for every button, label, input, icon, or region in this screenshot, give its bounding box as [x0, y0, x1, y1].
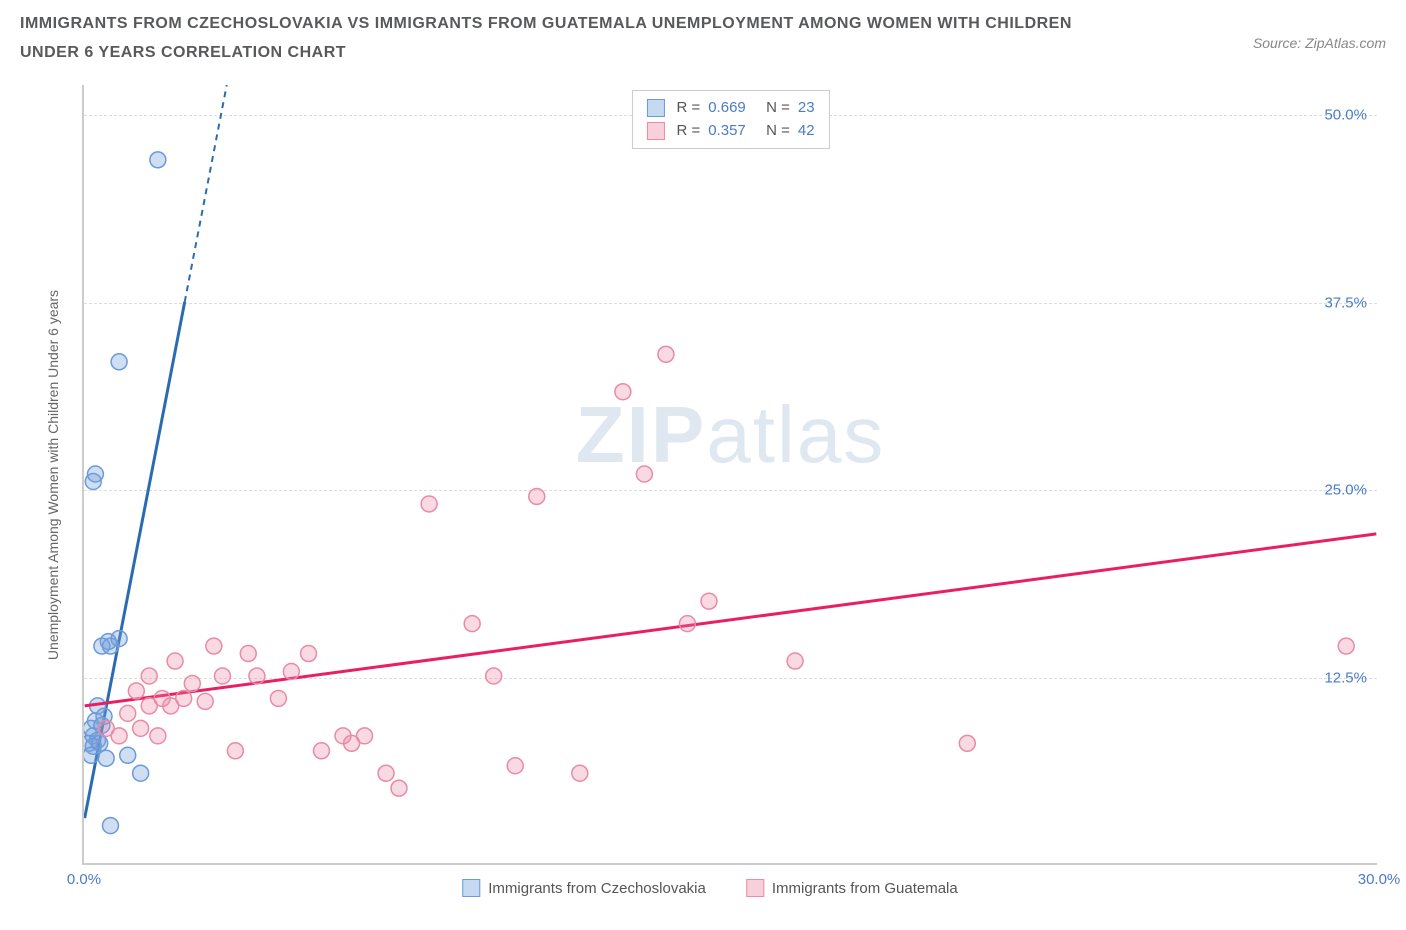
- legend-stats-row-guatemala: R = 0.357 N = 42: [646, 120, 814, 143]
- n-label: N =: [758, 97, 790, 120]
- data-point: [111, 354, 127, 370]
- data-point: [464, 616, 480, 632]
- chart-title: IMMIGRANTS FROM CZECHOSLOVAKIA VS IMMIGR…: [20, 10, 1120, 68]
- legend-label-guatemala: Immigrants from Guatemala: [772, 880, 958, 897]
- data-point: [301, 646, 317, 662]
- data-point: [128, 683, 144, 699]
- data-point: [150, 152, 166, 168]
- data-point: [679, 616, 695, 632]
- legend-stats: R = 0.669 N = 23 R = 0.357 N = 42: [631, 90, 829, 149]
- data-point: [141, 668, 157, 684]
- plot-area: ZIPatlas R = 0.669 N = 23 R = 0.357 N = …: [82, 85, 1377, 865]
- legend-bottom: Immigrants from Czechoslovakia Immigrant…: [462, 879, 957, 897]
- data-point: [615, 384, 631, 400]
- legend-item-guatemala: Immigrants from Guatemala: [746, 879, 958, 897]
- data-point: [111, 728, 127, 744]
- swatch-czech: [646, 99, 664, 117]
- data-point: [150, 728, 166, 744]
- data-point: [133, 720, 149, 736]
- data-point: [421, 496, 437, 512]
- data-point: [249, 668, 265, 684]
- n-label: N =: [758, 120, 790, 143]
- r-label: R =: [676, 120, 700, 143]
- legend-label-czech: Immigrants from Czechoslovakia: [488, 880, 706, 897]
- data-point: [184, 675, 200, 691]
- data-point: [120, 705, 136, 721]
- plot-svg: [84, 85, 1377, 863]
- data-point: [176, 690, 192, 706]
- data-point: [529, 488, 545, 504]
- n-value-guatemala: 42: [798, 120, 815, 143]
- swatch-czech-icon: [462, 879, 480, 897]
- data-point: [111, 631, 127, 647]
- data-point: [572, 765, 588, 781]
- data-point: [1338, 638, 1354, 654]
- data-point: [357, 728, 373, 744]
- data-point: [167, 653, 183, 669]
- x-tick-label: 0.0%: [67, 871, 101, 888]
- data-point: [313, 743, 329, 759]
- chart-container: Unemployment Among Women with Children U…: [30, 85, 1390, 905]
- data-point: [240, 646, 256, 662]
- r-value-czech: 0.669: [708, 97, 746, 120]
- y-axis-label: Unemployment Among Women with Children U…: [45, 290, 61, 660]
- data-point: [658, 346, 674, 362]
- data-point: [787, 653, 803, 669]
- data-point: [87, 466, 103, 482]
- swatch-guatemala: [646, 122, 664, 140]
- data-point: [84, 747, 99, 763]
- data-point: [507, 758, 523, 774]
- n-value-czech: 23: [798, 97, 815, 120]
- data-point: [197, 693, 213, 709]
- data-point: [214, 668, 230, 684]
- data-point: [959, 735, 975, 751]
- data-point: [391, 780, 407, 796]
- r-value-guatemala: 0.357: [708, 120, 746, 143]
- source-attribution: Source: ZipAtlas.com: [1253, 35, 1386, 51]
- r-label: R =: [676, 97, 700, 120]
- legend-stats-row-czech: R = 0.669 N = 23: [646, 97, 814, 120]
- data-point: [283, 664, 299, 680]
- data-point: [120, 747, 136, 763]
- data-point: [486, 668, 502, 684]
- legend-item-czech: Immigrants from Czechoslovakia: [462, 879, 706, 897]
- data-point: [227, 743, 243, 759]
- data-point: [378, 765, 394, 781]
- data-point: [701, 593, 717, 609]
- data-point: [103, 818, 119, 834]
- data-point: [270, 690, 286, 706]
- swatch-guatemala-icon: [746, 879, 764, 897]
- data-point: [98, 750, 114, 766]
- data-point: [206, 638, 222, 654]
- data-point: [636, 466, 652, 482]
- data-point: [133, 765, 149, 781]
- x-tick-label: 30.0%: [1358, 871, 1401, 888]
